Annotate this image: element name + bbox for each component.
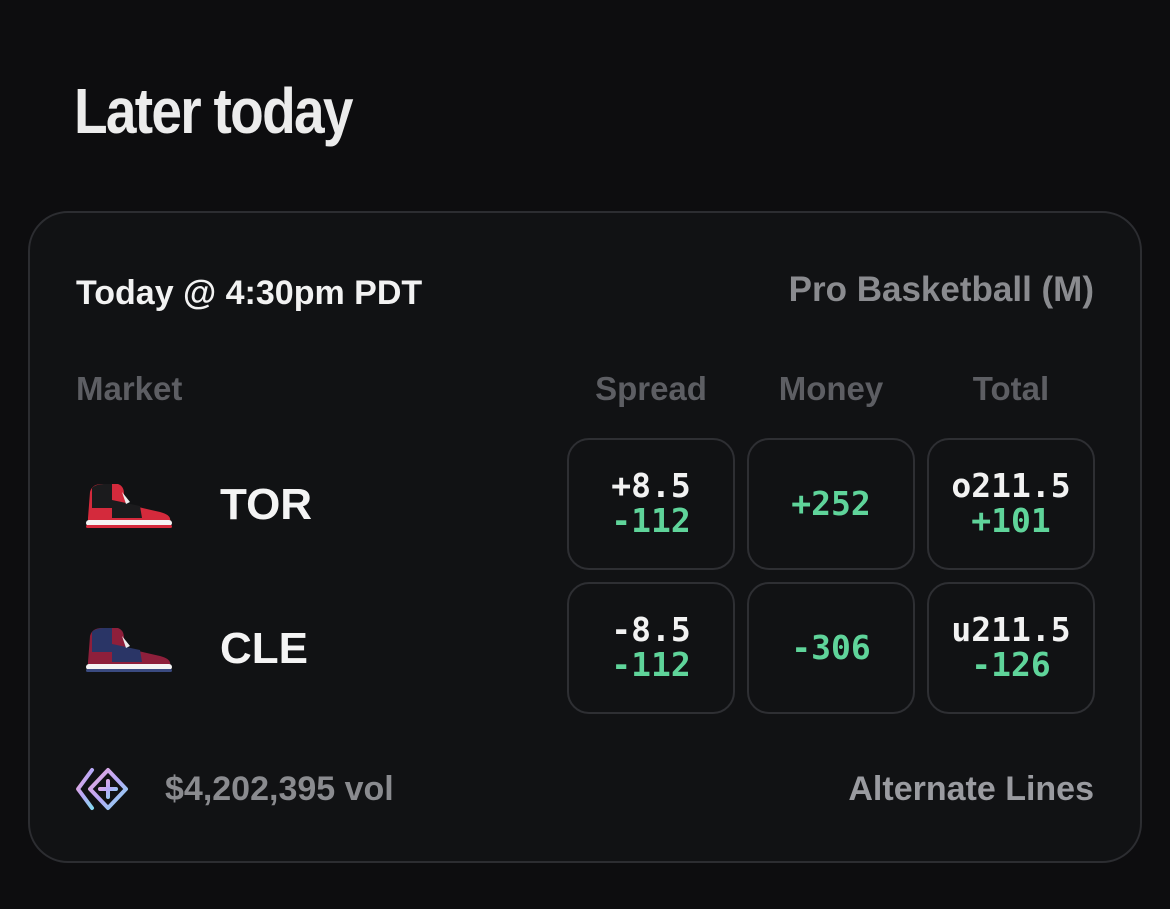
total-price: +101 <box>971 501 1051 540</box>
column-header-spread: Spread <box>595 370 707 407</box>
spread-button-cle[interactable]: -8.5 -112 <box>567 582 735 714</box>
team-row-cle: CLE -8.5 -112 -306 u211.5 -126 <box>0 582 1170 714</box>
volume-label: $4,202,395 vol <box>165 770 394 808</box>
burgundy-navy-sneaker-icon <box>86 628 172 672</box>
spread-price: -112 <box>611 501 691 540</box>
column-header-market: Market <box>76 370 183 407</box>
section-title: Later today <box>74 75 353 147</box>
moneyline-price: -306 <box>791 628 871 667</box>
alternate-lines-link[interactable]: Alternate Lines <box>848 770 1094 808</box>
spread-line: +8.5 <box>611 466 691 505</box>
spread-button-tor[interactable]: +8.5 -112 <box>567 438 735 570</box>
red-black-sneaker-icon <box>86 484 172 528</box>
spread-price: -112 <box>611 645 691 684</box>
moneyline-price: +252 <box>791 484 871 523</box>
diamond-plus-icon <box>76 768 128 810</box>
column-header-total: Total <box>972 370 1050 407</box>
league-label[interactable]: Pro Basketball (M) <box>788 270 1094 309</box>
team-name-tor: TOR <box>220 480 313 529</box>
spread-line: -8.5 <box>611 610 691 649</box>
total-line: o211.5 <box>951 466 1071 505</box>
event-time: Today @ 4:30pm PDT <box>76 274 423 312</box>
team-name-cle: CLE <box>220 624 308 673</box>
moneyline-button-tor[interactable]: +252 <box>747 438 915 570</box>
total-button-cle[interactable]: u211.5 -126 <box>927 582 1095 714</box>
column-header-money: Money <box>778 370 884 407</box>
total-button-tor[interactable]: o211.5 +101 <box>927 438 1095 570</box>
team-row-tor: TOR +8.5 -112 +252 o211.5 +101 <box>0 438 1170 570</box>
total-price: -126 <box>971 645 1051 684</box>
total-line: u211.5 <box>951 610 1071 649</box>
moneyline-button-cle[interactable]: -306 <box>747 582 915 714</box>
